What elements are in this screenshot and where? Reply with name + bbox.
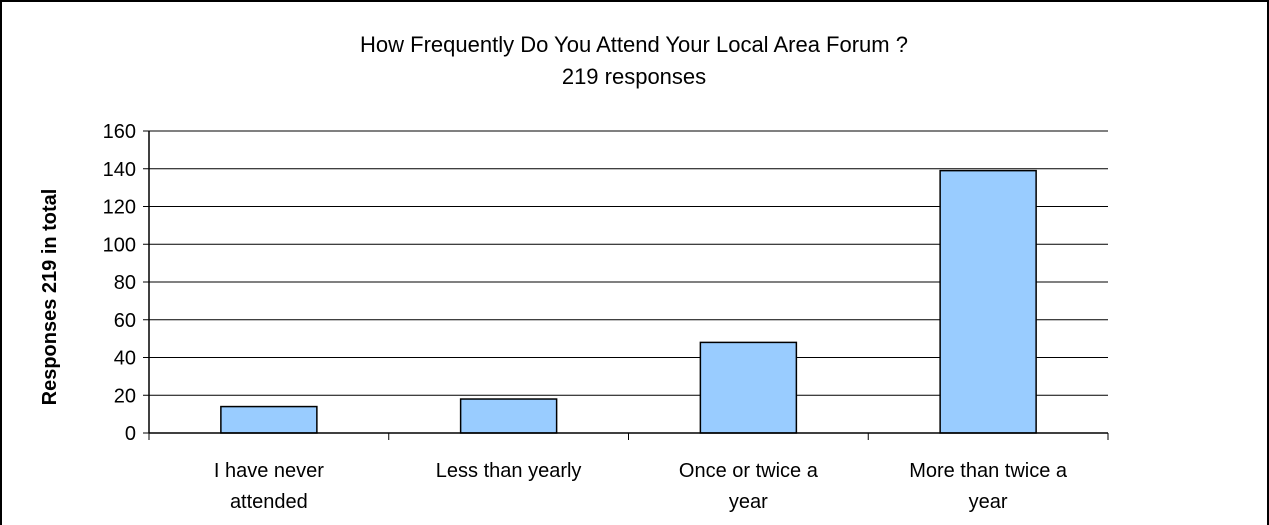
x-category-labels: I have never attended Less than yearly Once… [214, 460, 1068, 513]
y-tick-label: 160 [103, 121, 136, 143]
y-tick-label: 0 [125, 423, 136, 445]
bars [220, 169, 1037, 434]
bar [220, 405, 318, 434]
y-tick-label: 20 [114, 385, 136, 407]
x-category-label: year [969, 491, 1008, 513]
y-tick-label: 120 [103, 197, 136, 219]
y-tick-labels: 0 20 40 60 80 100 120 140 160 [103, 121, 136, 445]
bar [699, 341, 798, 434]
bar [459, 398, 558, 434]
y-axis-label: Responses 219 in total [39, 189, 61, 406]
x-category-label: year [729, 491, 768, 513]
x-category-label: I have never [214, 460, 324, 482]
bar [939, 169, 1037, 434]
axes [143, 130, 1109, 440]
y-tick-label: 100 [103, 234, 136, 256]
x-category-label: Once or twice a [679, 460, 819, 482]
y-tick-label: 140 [103, 159, 136, 181]
y-tick-label: 60 [114, 310, 136, 332]
y-tick-label: 80 [114, 272, 136, 294]
x-category-label: attended [230, 491, 308, 513]
x-category-label: Less than yearly [436, 460, 582, 482]
chart-subtitle: 219 responses [562, 64, 706, 89]
chart-title: How Frequently Do You Attend Your Local … [360, 32, 908, 57]
x-category-label: More than twice a [909, 460, 1068, 482]
y-tick-label: 40 [114, 348, 136, 370]
